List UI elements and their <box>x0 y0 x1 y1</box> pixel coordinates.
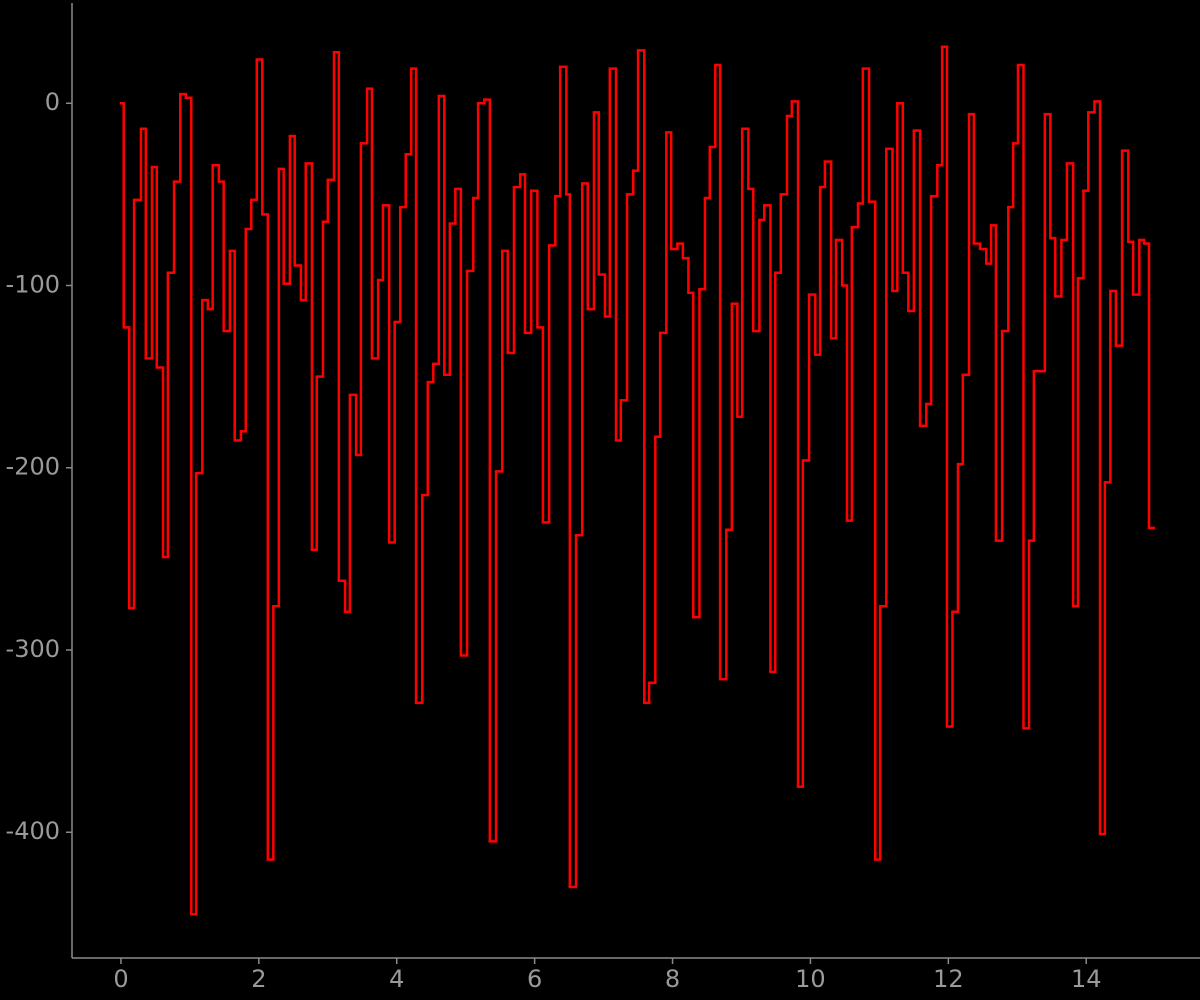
x-tick-label: 6 <box>527 965 542 993</box>
x-tick-label: 0 <box>113 965 128 993</box>
x-tick-label: 12 <box>933 965 964 993</box>
x-tick-label: 14 <box>1071 965 1102 993</box>
y-tick-label: 0 <box>45 88 60 116</box>
y-tick-label: -400 <box>6 817 60 845</box>
x-tick-label: 2 <box>251 965 266 993</box>
y-tick-label: -200 <box>6 453 60 481</box>
x-tick-label: 4 <box>389 965 404 993</box>
y-tick-label: -100 <box>6 270 60 298</box>
y-tick-label: -300 <box>6 635 60 663</box>
x-tick-label: 8 <box>665 965 680 993</box>
x-tick-label: 10 <box>795 965 826 993</box>
